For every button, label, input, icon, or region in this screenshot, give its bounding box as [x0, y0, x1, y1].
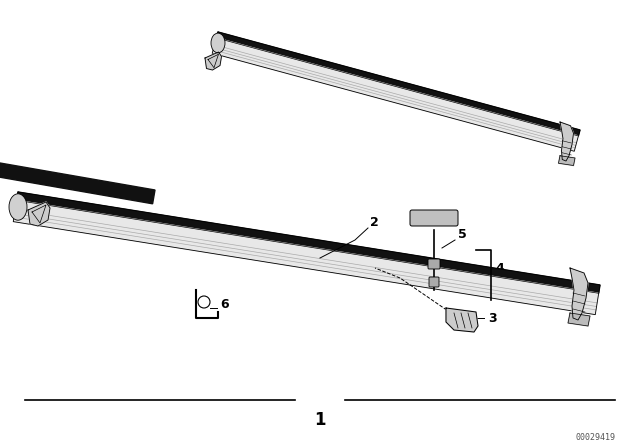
FancyBboxPatch shape [410, 210, 458, 226]
Text: 6: 6 [220, 297, 228, 310]
Circle shape [198, 296, 210, 308]
Polygon shape [570, 268, 588, 320]
Polygon shape [568, 313, 590, 326]
Ellipse shape [9, 194, 27, 220]
Polygon shape [216, 32, 580, 136]
Text: 3: 3 [488, 311, 497, 324]
Text: 1: 1 [314, 411, 326, 429]
Polygon shape [446, 308, 478, 332]
Polygon shape [13, 200, 598, 314]
Text: 5: 5 [458, 228, 467, 241]
Text: 2: 2 [370, 215, 379, 228]
FancyBboxPatch shape [429, 277, 439, 287]
Polygon shape [205, 52, 221, 70]
Text: 4: 4 [495, 262, 504, 275]
Polygon shape [28, 202, 50, 226]
Polygon shape [0, 163, 155, 204]
Polygon shape [559, 156, 575, 165]
Ellipse shape [211, 33, 225, 53]
Text: 00029419: 00029419 [575, 434, 615, 443]
Polygon shape [17, 192, 600, 293]
Polygon shape [212, 38, 579, 151]
Polygon shape [560, 122, 573, 161]
FancyBboxPatch shape [428, 259, 440, 269]
